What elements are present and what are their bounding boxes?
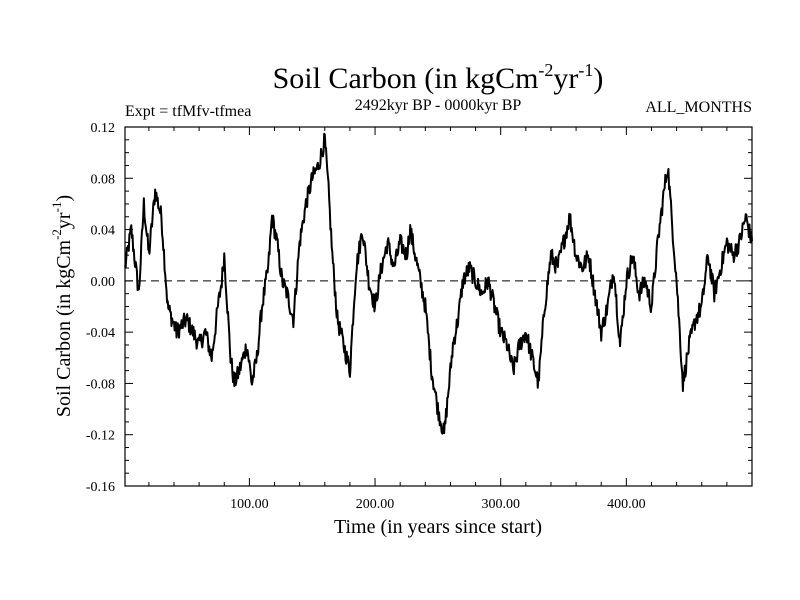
tick-group xyxy=(125,126,752,487)
x-tick-label: 200.00 xyxy=(356,497,395,512)
y-tick-label: 0.04 xyxy=(91,224,116,239)
experiment-label: Expt = tfMfv-tfmea xyxy=(125,103,251,120)
y-tick-label: -0.08 xyxy=(86,377,115,392)
y-axis-label: Soil Carbon (in kgCm-2yr-1) xyxy=(49,195,75,417)
x-axis-label: Time (in years since start) xyxy=(334,516,542,538)
y-tick-label: -0.16 xyxy=(86,480,115,495)
months-label: ALL_MONTHS xyxy=(645,99,752,116)
x-tick-label: 300.00 xyxy=(481,497,520,512)
x-tick-label: 100.00 xyxy=(230,497,269,512)
y-tick-label: -0.04 xyxy=(86,326,115,341)
x-tick-label: 400.00 xyxy=(607,497,646,512)
y-tick-label: 0.08 xyxy=(91,172,116,187)
time-range-label: 2492kyr BP - 0000kyr BP xyxy=(355,97,522,114)
y-tick-label: 0.00 xyxy=(91,275,116,290)
plot-frame xyxy=(124,126,753,487)
tick-label-group: 0.12 0.08 0.04 0.00 -0.04 -0.08 -0.12 -0.16 100.… xyxy=(86,121,646,512)
y-tick-label: 0.12 xyxy=(91,121,116,136)
y-tick-label: -0.12 xyxy=(86,429,115,444)
series-line-soil-carbon xyxy=(124,132,753,435)
chart-title: Soil Carbon (in kgCm-2yr-1) xyxy=(273,60,604,95)
